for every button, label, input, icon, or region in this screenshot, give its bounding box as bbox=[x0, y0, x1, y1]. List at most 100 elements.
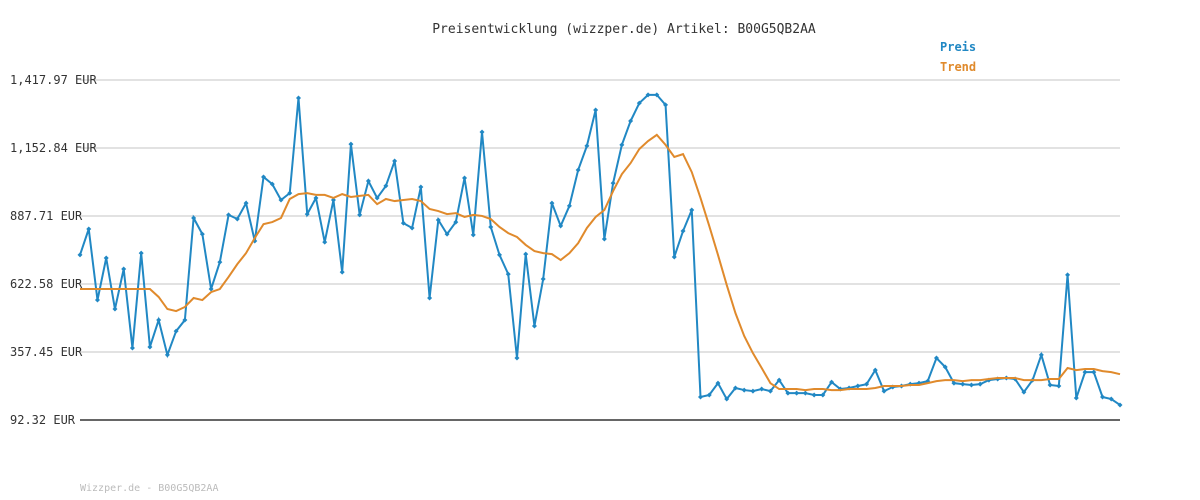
marker bbox=[374, 195, 380, 201]
marker bbox=[776, 377, 782, 383]
marker bbox=[933, 355, 939, 361]
y-tick-label: 887.71 EUR bbox=[10, 209, 83, 223]
marker bbox=[802, 390, 808, 396]
marker bbox=[383, 183, 389, 189]
marker bbox=[427, 295, 433, 301]
marker bbox=[400, 220, 406, 226]
marker bbox=[77, 252, 83, 258]
marker bbox=[645, 92, 651, 98]
marker bbox=[558, 223, 564, 229]
marker bbox=[855, 383, 861, 389]
marker bbox=[348, 141, 354, 147]
marker bbox=[523, 251, 529, 257]
marker bbox=[872, 367, 878, 373]
marker bbox=[654, 92, 660, 98]
marker bbox=[322, 239, 328, 245]
marker bbox=[295, 95, 301, 101]
marker bbox=[663, 102, 669, 108]
marker bbox=[540, 276, 546, 282]
marker bbox=[234, 216, 240, 222]
marker bbox=[575, 167, 581, 173]
marker bbox=[208, 286, 214, 292]
marker bbox=[724, 396, 730, 402]
y-tick-label: 92.32 EUR bbox=[10, 413, 76, 427]
marker bbox=[479, 129, 485, 135]
marker bbox=[593, 107, 599, 113]
marker bbox=[103, 255, 109, 261]
marker bbox=[138, 250, 144, 256]
marker bbox=[182, 317, 188, 323]
marker bbox=[968, 382, 974, 388]
marker bbox=[217, 259, 223, 265]
marker bbox=[1065, 272, 1071, 278]
marker bbox=[549, 200, 555, 206]
marker bbox=[243, 200, 249, 206]
marker bbox=[304, 211, 310, 217]
marker bbox=[514, 355, 520, 361]
marker bbox=[156, 317, 162, 323]
marker bbox=[811, 392, 817, 398]
y-tick-label: 1,152.84 EUR bbox=[10, 141, 97, 155]
marker bbox=[191, 215, 197, 221]
marker bbox=[1117, 402, 1123, 408]
marker bbox=[121, 266, 127, 272]
marker bbox=[199, 231, 205, 237]
marker bbox=[278, 197, 284, 203]
marker bbox=[767, 388, 773, 394]
footer: Wizzper.de - B00G5QB2AA bbox=[80, 483, 218, 494]
marker bbox=[610, 180, 616, 186]
marker bbox=[601, 236, 607, 242]
marker bbox=[409, 225, 415, 231]
marker bbox=[147, 344, 153, 350]
marker bbox=[287, 190, 293, 196]
marker bbox=[365, 178, 371, 184]
marker bbox=[881, 388, 887, 394]
marker bbox=[505, 271, 511, 277]
marker bbox=[960, 381, 966, 387]
marker bbox=[1091, 369, 1097, 375]
marker bbox=[785, 390, 791, 396]
marker bbox=[129, 345, 135, 351]
marker bbox=[566, 203, 572, 209]
marker bbox=[584, 143, 590, 149]
marker bbox=[698, 394, 704, 400]
marker bbox=[636, 100, 642, 106]
marker bbox=[829, 379, 835, 385]
marker bbox=[261, 174, 267, 180]
legend-label: Preis bbox=[940, 40, 976, 54]
marker bbox=[628, 118, 634, 124]
marker bbox=[86, 226, 92, 232]
marker bbox=[444, 231, 450, 237]
marker bbox=[715, 380, 721, 386]
marker bbox=[1047, 382, 1053, 388]
marker bbox=[313, 195, 319, 201]
legend-label: Trend bbox=[940, 60, 976, 74]
marker bbox=[1100, 394, 1106, 400]
marker bbox=[942, 364, 948, 370]
marker bbox=[112, 306, 118, 312]
marker bbox=[977, 381, 983, 387]
marker bbox=[435, 217, 441, 223]
marker bbox=[531, 323, 537, 329]
line bbox=[79, 93, 1121, 406]
marker bbox=[689, 207, 695, 213]
marker bbox=[1108, 396, 1114, 402]
marker bbox=[173, 328, 179, 334]
marker bbox=[94, 297, 100, 303]
marker bbox=[453, 219, 459, 225]
marker bbox=[418, 184, 424, 190]
marker bbox=[794, 390, 800, 396]
marker bbox=[820, 392, 826, 398]
marker bbox=[357, 212, 363, 218]
y-tick-label: 622.58 EUR bbox=[10, 277, 83, 291]
marker bbox=[462, 175, 468, 181]
marker bbox=[680, 228, 686, 234]
marker bbox=[488, 224, 494, 230]
marker bbox=[164, 352, 170, 358]
marker bbox=[951, 380, 957, 386]
marker bbox=[619, 142, 625, 148]
y-tick-label: 357.45 EUR bbox=[10, 345, 83, 359]
marker bbox=[269, 181, 275, 187]
marker bbox=[1073, 395, 1079, 401]
